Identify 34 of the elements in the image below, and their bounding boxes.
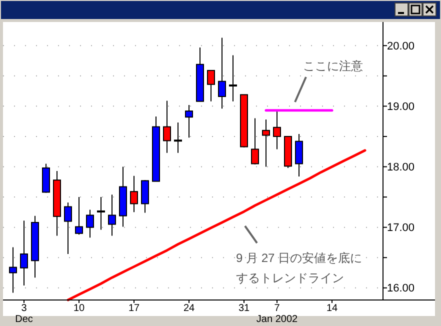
candlestick (207, 70, 215, 102)
x-tick-label: 14 (326, 303, 338, 314)
candlestick (251, 118, 259, 165)
y-tick-label: 18.00 (387, 162, 415, 174)
y-tick-label: 16.00 (387, 282, 415, 295)
candlestick (174, 122, 182, 154)
x-tick-label: 3 Dec (15, 303, 33, 325)
candlestick (273, 110, 281, 150)
x-tick-label: 10 (73, 303, 85, 314)
candlestick (108, 194, 116, 236)
candlestick (86, 209, 94, 238)
candlestick (262, 119, 270, 168)
candlestick (295, 134, 303, 177)
candlestick (185, 104, 193, 138)
candlestick (75, 196, 83, 236)
x-tick-label: 24 (183, 303, 195, 314)
annotation: 9 月 27 日の安値を底にするトレンドライン (236, 251, 362, 285)
candlestick (218, 37, 226, 110)
candlestick (97, 196, 105, 230)
y-tick-label: 19.00 (387, 101, 415, 114)
x-tick-label: 17 (128, 303, 140, 314)
x-tick-label: 31 (238, 303, 250, 314)
candlestick (64, 202, 72, 254)
annotation: ここに注意 (303, 59, 363, 73)
candlestick (141, 180, 149, 214)
candlestick (9, 246, 17, 294)
y-tick-label: 17.00 (387, 222, 415, 234)
candlestick (163, 100, 171, 154)
candlestick (130, 175, 138, 213)
y-tick-label: 20.00 (387, 40, 415, 52)
candlestick (20, 220, 28, 286)
line-series (66, 149, 366, 302)
candlestick (229, 54, 237, 102)
x-tick-label: 7 Jan 2002 (256, 303, 298, 325)
